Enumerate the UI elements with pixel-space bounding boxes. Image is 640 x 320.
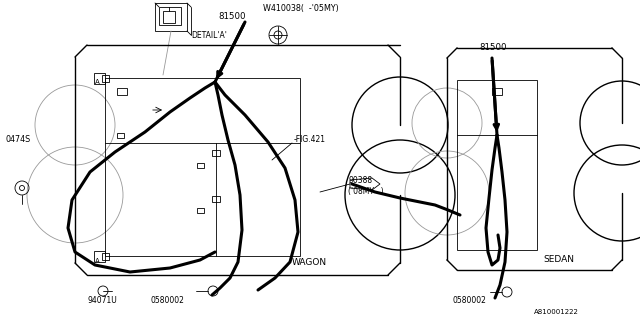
Text: DETAIL'A': DETAIL'A' <box>191 31 227 40</box>
Text: 90388: 90388 <box>348 176 372 185</box>
Text: A: A <box>95 258 100 264</box>
Bar <box>94 73 105 84</box>
Bar <box>155 3 187 31</box>
Bar <box>117 133 124 138</box>
Text: A: A <box>95 79 100 85</box>
Text: 94071U: 94071U <box>87 296 116 305</box>
Bar <box>197 208 204 213</box>
Text: A810001222: A810001222 <box>534 309 579 315</box>
Text: -FIG.421: -FIG.421 <box>294 135 326 144</box>
Text: SEDAN: SEDAN <box>543 255 574 264</box>
Polygon shape <box>350 178 380 190</box>
Bar <box>212 196 220 202</box>
Bar <box>105 78 300 256</box>
Bar <box>212 150 220 156</box>
Bar <box>94 251 105 262</box>
Text: 0580002: 0580002 <box>150 296 184 305</box>
Bar <box>457 80 537 250</box>
Bar <box>197 163 204 168</box>
Bar <box>492 88 502 95</box>
Bar <box>159 7 181 25</box>
Bar <box>163 11 175 23</box>
Text: 0474S: 0474S <box>5 135 30 144</box>
Text: WAGON: WAGON <box>292 258 327 267</box>
Bar <box>102 75 109 82</box>
Text: W410038(  -'05MY): W410038( -'05MY) <box>263 4 339 13</box>
Text: ('08MY-  ): ('08MY- ) <box>348 187 383 196</box>
Text: 81500: 81500 <box>479 43 506 52</box>
Bar <box>102 253 109 260</box>
Text: 0580002: 0580002 <box>452 296 486 305</box>
Bar <box>117 88 127 95</box>
Text: 81500: 81500 <box>218 12 246 21</box>
